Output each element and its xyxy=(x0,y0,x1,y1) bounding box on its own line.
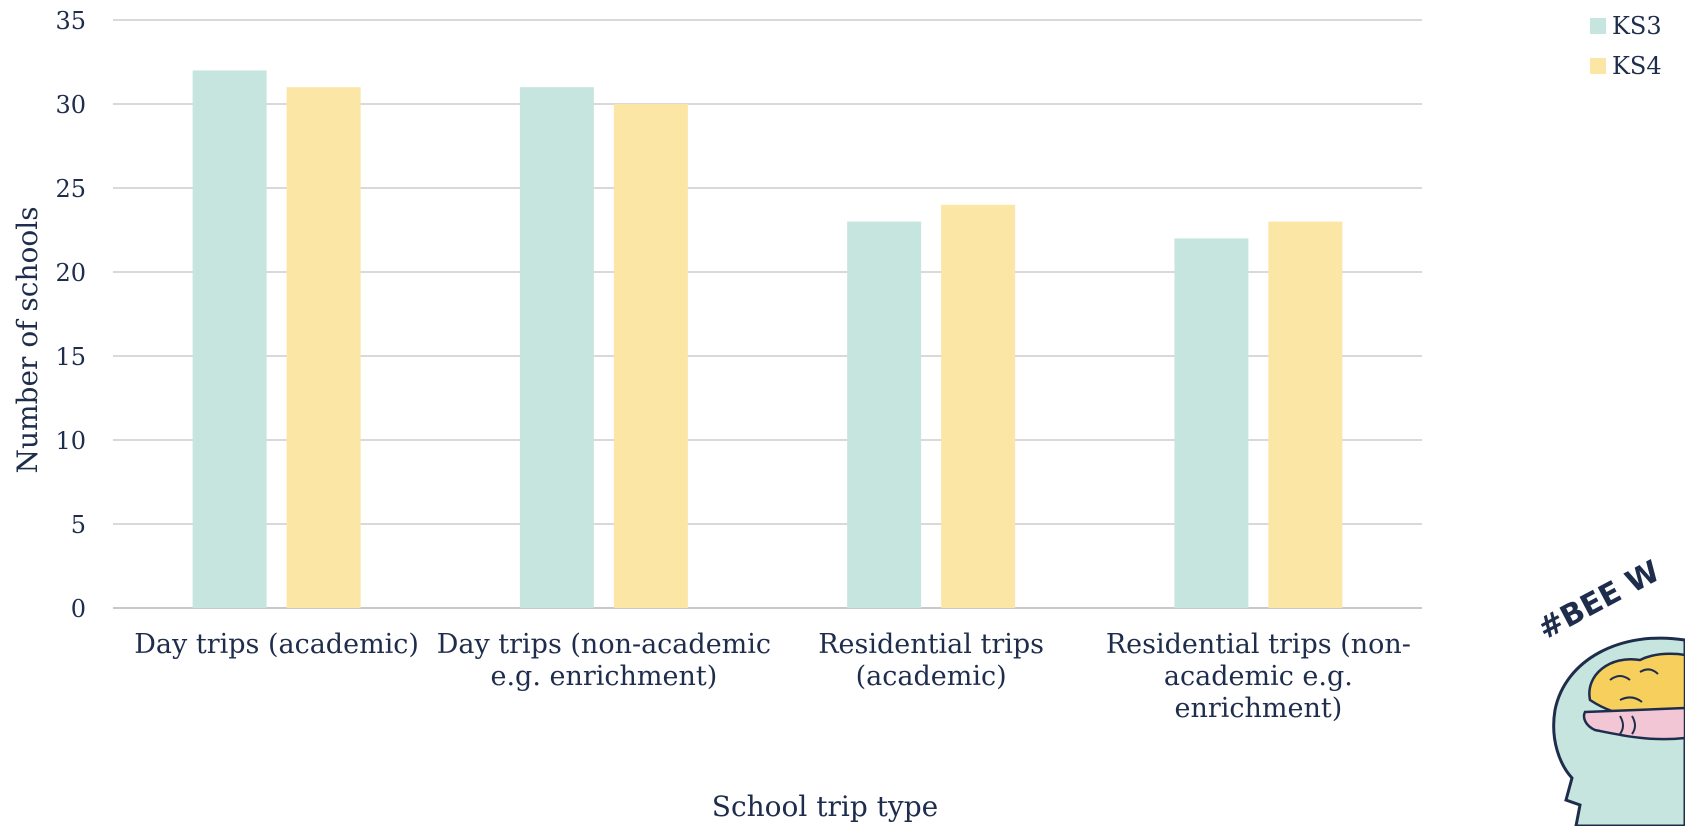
logo-text: #BEE W xyxy=(1532,554,1665,647)
y-tick-label: 15 xyxy=(55,343,86,371)
bar-ks3-4 xyxy=(1174,238,1249,608)
y-tick-label: 35 xyxy=(55,7,86,35)
x-category-label: e.g. enrichment) xyxy=(490,661,717,692)
x-category-label: enrichment) xyxy=(1174,693,1342,724)
x-axis-categories: Day trips (academic) Day trips (non-acade… xyxy=(134,629,1411,724)
x-category-label: academic e.g. xyxy=(1164,661,1353,692)
bee-wellbeing-logo: #BEE W xyxy=(1532,554,1685,826)
bar-ks3-3 xyxy=(847,221,922,608)
bar-ks3-1 xyxy=(192,70,267,608)
x-category-label: (academic) xyxy=(856,661,1007,692)
legend-label-ks4: KS4 xyxy=(1612,52,1662,80)
bar-ks4-1 xyxy=(286,87,361,608)
y-axis-title: Number of schools xyxy=(11,206,44,473)
y-axis-ticks: 0 5 10 15 20 25 30 35 xyxy=(55,7,86,623)
brain-head-icon xyxy=(1552,636,1685,826)
bars xyxy=(192,70,1343,609)
x-category-label: Day trips (academic) xyxy=(134,629,419,660)
x-category-label: Day trips (non-academic xyxy=(437,629,771,660)
y-tick-label: 20 xyxy=(55,259,86,287)
y-tick-label: 5 xyxy=(71,511,86,539)
y-tick-label: 10 xyxy=(55,427,86,455)
x-axis-title: School trip type xyxy=(712,790,938,823)
bar-ks4-2 xyxy=(613,104,688,608)
bar-ks4-3 xyxy=(941,204,1016,609)
y-tick-label: 0 xyxy=(71,595,86,623)
y-tick-label: 25 xyxy=(55,175,86,203)
bar-ks4-4 xyxy=(1268,221,1343,608)
x-category-label: Residential trips (non- xyxy=(1106,629,1411,660)
bar-ks3-2 xyxy=(519,87,594,608)
legend-label-ks3: KS3 xyxy=(1612,12,1662,40)
legend-swatch-ks4 xyxy=(1590,58,1606,74)
legend-swatch-ks3 xyxy=(1590,18,1606,34)
x-category-label: Residential trips xyxy=(818,629,1044,660)
y-tick-label: 30 xyxy=(55,91,86,119)
